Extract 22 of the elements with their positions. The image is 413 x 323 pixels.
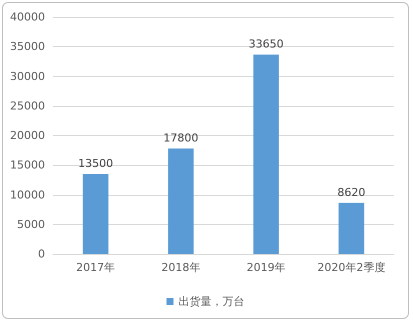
bar <box>82 174 108 254</box>
y-tick-label: 25000 <box>10 99 45 112</box>
x-tick-label: 2019年 <box>246 261 286 274</box>
data-label: 13500 <box>78 157 114 170</box>
legend-label: 出货量，万台 <box>178 295 244 308</box>
x-tick-label: 2017年 <box>76 261 116 274</box>
bar <box>168 148 194 254</box>
bar <box>338 202 364 254</box>
y-tick-label: 15000 <box>10 158 45 172</box>
y-tick-label: 5000 <box>17 218 45 231</box>
y-tick-label: 0 <box>38 248 45 260</box>
y-tick-label: 10000 <box>10 188 45 202</box>
data-label: 17800 <box>163 132 198 145</box>
y-tick-label: 30000 <box>10 70 45 83</box>
data-label: 33650 <box>248 38 284 51</box>
bar <box>253 54 279 254</box>
x-tick-label: 2020年2季度 <box>317 261 386 274</box>
y-tick-label: 40000 <box>10 10 45 24</box>
data-label: 8620 <box>337 186 366 199</box>
x-tick-label: 2018年 <box>161 261 200 274</box>
y-tick-label: 20000 <box>10 129 45 142</box>
y-tick-label: 35000 <box>10 40 45 54</box>
